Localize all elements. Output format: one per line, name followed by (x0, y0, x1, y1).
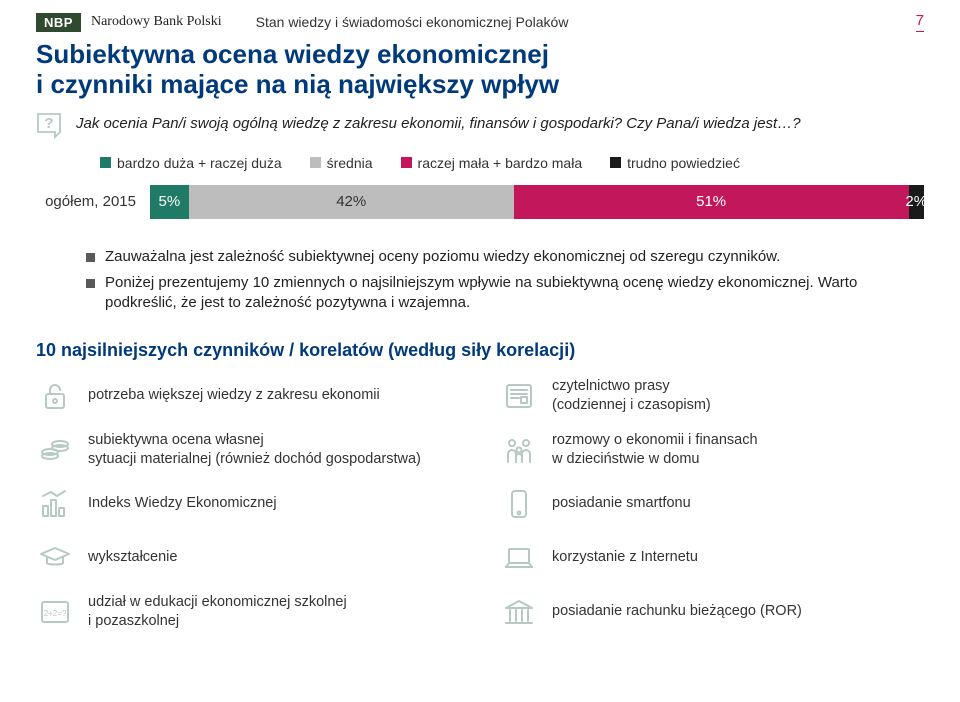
factor-item: posiadanie rachunku bieżącego (ROR) (500, 593, 924, 631)
legend-label: raczej mała + bardzo mała (418, 155, 583, 171)
factor-text: udział w edukacji ekonomicznej szkolneji… (88, 593, 347, 629)
bar-segment: 5% (150, 185, 189, 219)
bullet-marker (86, 253, 95, 262)
page-title: Subiektywna ocena wiedzy ekonomicznej i … (36, 40, 924, 100)
factor-text: rozmowy o ekonomii i finansachw dziecińs… (552, 431, 758, 467)
factor-text: potrzeba większej wiedzy z zakresu ekono… (88, 386, 380, 404)
factor-item: 2+2=? udział w edukacji ekonomicznej szko… (36, 593, 460, 631)
bar-segment: 2% (909, 185, 924, 219)
grad-cap-icon (36, 539, 74, 577)
legend-swatch (310, 157, 321, 168)
factor-text: czytelnictwo prasy(codziennej i czasopis… (552, 377, 711, 413)
title-line-2: i czynniki mające na nią największy wpły… (36, 69, 559, 99)
bullet-text: Poniżej prezentujemy 10 zmiennych o najs… (105, 273, 924, 314)
bullet-list: Zauważalna jest zależność subiektywnej o… (86, 247, 924, 314)
stacked-bar-chart: ogółem, 2015 5%42%51%2% (36, 185, 924, 219)
factor-item: posiadanie smartfonu (500, 485, 924, 523)
laptop-icon (500, 539, 538, 577)
legend-item: średnia (310, 155, 373, 171)
bar-segment: 51% (514, 185, 909, 219)
legend-item: raczej mała + bardzo mała (401, 155, 583, 171)
bullet-item: Zauważalna jest zależność subiektywnej o… (86, 247, 924, 267)
bank-name: Narodowy Bank Polski (91, 14, 222, 30)
factor-item: potrzeba większej wiedzy z zakresu ekono… (36, 377, 460, 415)
chart-legend: bardzo duża + raczej duża średnia raczej m… (100, 155, 924, 171)
factor-text: korzystanie z Internetu (552, 548, 698, 566)
question-text: Jak ocenia Pan/i swoją ogólną wiedzę z z… (76, 112, 801, 134)
title-line-1: Subiektywna ocena wiedzy ekonomicznej (36, 39, 549, 69)
question-icon: ? (36, 112, 64, 149)
smartphone-icon (500, 485, 538, 523)
legend-label: bardzo duża + raczej duża (117, 155, 282, 171)
bars-trend-icon (36, 485, 74, 523)
bullet-marker (86, 279, 95, 288)
bar-row-label: ogółem, 2015 (36, 193, 136, 210)
factor-text: Indeks Wiedzy Ekonomicznej (88, 494, 277, 512)
header: NBP Narodowy Bank Polski Stan wiedzy i ś… (36, 12, 924, 32)
factor-item: wykształcenie (36, 539, 460, 577)
document-title: Stan wiedzy i świadomości ekonomicznej P… (256, 14, 906, 30)
bar: 5%42%51%2% (150, 185, 924, 219)
bullet-text: Zauważalna jest zależność subiektywnej o… (105, 247, 780, 267)
factor-text: wykształcenie (88, 548, 177, 566)
bar-segment: 42% (189, 185, 514, 219)
factor-text: posiadanie smartfonu (552, 494, 691, 512)
legend-item: bardzo duża + raczej duża (100, 155, 282, 171)
nbp-logo: NBP (36, 13, 81, 32)
factor-text: subiektywna ocena własnejsytuacji materi… (88, 431, 421, 467)
coins-icon (36, 431, 74, 469)
factor-text: posiadanie rachunku bieżącego (ROR) (552, 602, 802, 620)
factor-item: Indeks Wiedzy Ekonomicznej (36, 485, 460, 523)
svg-text:?: ? (44, 115, 53, 132)
svg-text:2+2=?: 2+2=? (44, 609, 67, 618)
math-board-icon: 2+2=? (36, 593, 74, 631)
factor-item: czytelnictwo prasy(codziennej i czasopis… (500, 377, 924, 415)
legend-label: trudno powiedzieć (627, 155, 740, 171)
page-number: 7 (916, 12, 924, 32)
factors-grid: potrzeba większej wiedzy z zakresu ekono… (36, 377, 924, 631)
legend-label: średnia (327, 155, 373, 171)
factor-item: rozmowy o ekonomii i finansachw dziecińs… (500, 431, 924, 469)
bullet-item: Poniżej prezentujemy 10 zmiennych o najs… (86, 273, 924, 314)
legend-item: trudno powiedzieć (610, 155, 740, 171)
legend-swatch (100, 157, 111, 168)
question-block: ? Jak ocenia Pan/i swoją ogólną wiedzę z… (36, 112, 924, 149)
factor-item: korzystanie z Internetu (500, 539, 924, 577)
lock-open-icon (36, 377, 74, 415)
legend-swatch (401, 157, 412, 168)
factor-item: subiektywna ocena własnejsytuacji materi… (36, 431, 460, 469)
family-icon (500, 431, 538, 469)
newspaper-icon (500, 377, 538, 415)
legend-swatch (610, 157, 621, 168)
factors-heading: 10 najsilniejszych czynników / korelatów… (36, 340, 924, 361)
bank-icon (500, 593, 538, 631)
